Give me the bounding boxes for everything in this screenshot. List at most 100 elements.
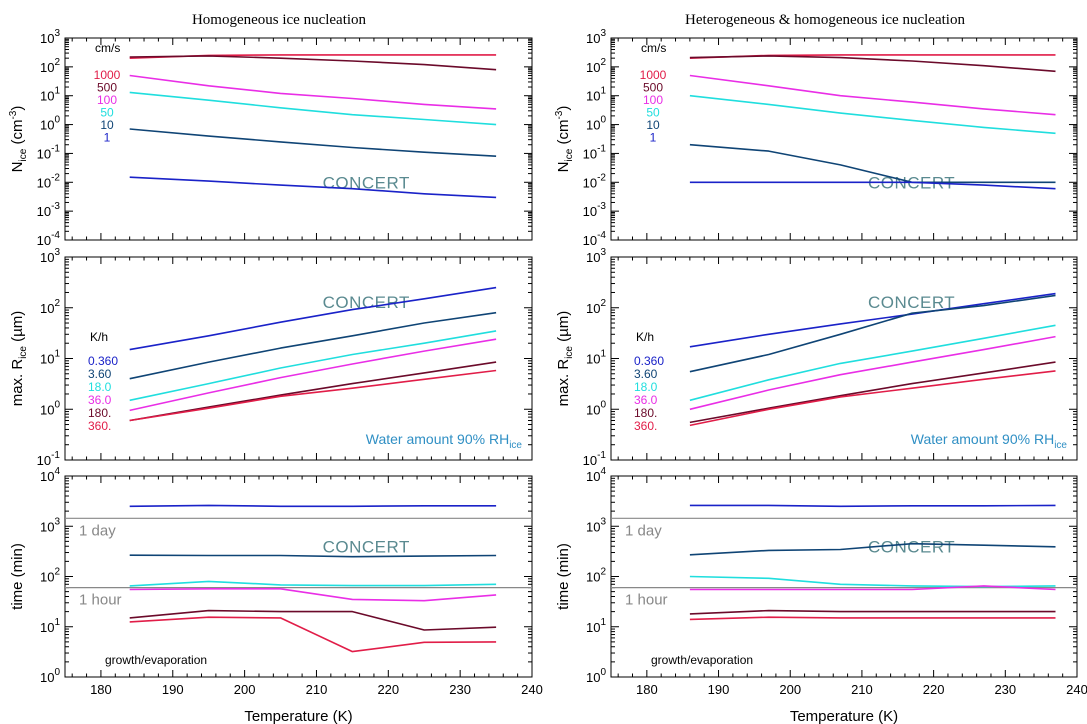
series-line-3_60 — [129, 311, 497, 380]
y-tick-exponent: 1 — [600, 349, 606, 360]
water-amount-label: Water amount 90% RHice — [366, 431, 523, 451]
y-tick-label: 103 — [40, 516, 60, 534]
y-tick-label: 100 — [40, 667, 60, 685]
y-tick-label: 103 — [40, 247, 60, 265]
concert-watermark: CONCERT — [323, 538, 410, 557]
y-tick-exponent: 3 — [54, 247, 60, 258]
concert-watermark: CONCERT — [868, 538, 955, 557]
y-tick-label: 101 — [40, 617, 60, 635]
water-amount-label: Water amount 90% RHice — [911, 431, 1068, 451]
water-amount-sub: ice — [1054, 440, 1067, 451]
y-tick-label: 10-3 — [37, 201, 61, 219]
y-tick-exponent: 3 — [600, 247, 606, 258]
y-tick-exponent: -1 — [51, 143, 60, 154]
y-axis-label-unit: (cm — [9, 120, 26, 149]
y-tick-label: 100 — [586, 399, 606, 417]
legend-item-1: 1 — [104, 131, 111, 145]
y-tick-exponent: 1 — [54, 349, 60, 360]
series-line-0_360 — [689, 292, 1056, 348]
y-tick-label: 102 — [586, 567, 606, 585]
legend-item-36_0: 36.0 — [634, 393, 658, 407]
y-axis-label: Nice (cm-3) — [554, 106, 575, 173]
y-tick-exponent: 3 — [54, 516, 60, 527]
y-tick-label: 100 — [586, 115, 606, 133]
ref-label-hour: 1 hour — [79, 592, 122, 609]
y-tick-label: 103 — [586, 28, 606, 46]
legend-item-3_60: 3.60 — [634, 367, 658, 381]
y-tick-exponent: 0 — [54, 399, 60, 410]
y-axis-label-close: ) — [9, 106, 26, 111]
legend-item-18_0: 18.0 — [634, 380, 658, 394]
series-line-100 — [689, 74, 1056, 116]
legend-item-0_360: 0.360 — [634, 354, 664, 368]
y-tick-exponent: 1 — [600, 617, 606, 628]
legend-item-1: 1 — [650, 131, 657, 145]
legend-item-100: 100 — [97, 93, 117, 107]
y-tick-label: 103 — [40, 28, 60, 46]
legend-item-10: 10 — [100, 118, 114, 132]
y-tick-label: 102 — [40, 298, 60, 316]
y-tick-exponent: -1 — [51, 450, 60, 461]
y-axis-label-sub: ice — [18, 346, 29, 359]
legend-header-kh: K/h — [636, 330, 654, 344]
y-tick-label: 102 — [40, 567, 60, 585]
ref-label-day: 1 day — [625, 522, 662, 539]
legend-item-500: 500 — [643, 81, 663, 95]
y-axis-label: max. Rice (µm) — [555, 311, 575, 407]
y-tick-exponent: -4 — [597, 230, 606, 241]
legend-item-36_0: 36.0 — [88, 393, 112, 407]
ref-label-hour: 1 hour — [625, 592, 668, 609]
y-tick-label: 103 — [586, 247, 606, 265]
y-tick-exponent: 0 — [54, 667, 60, 678]
panel-frame — [610, 37, 1078, 241]
y-tick-label: 100 — [40, 115, 60, 133]
x-axis-label: Temperature (K) — [244, 708, 352, 724]
title-heterogeneous: Heterogeneous & homogeneous ice nucleati… — [685, 12, 965, 28]
concert-watermark: CONCERT — [323, 293, 410, 312]
y-tick-exponent: 1 — [54, 617, 60, 628]
y-axis-label-sub: ice — [18, 148, 29, 161]
y-tick-label: 10-4 — [37, 230, 61, 248]
y-tick-exponent: 3 — [600, 516, 606, 527]
legend-item-500: 500 — [97, 81, 117, 95]
legend-item-10: 10 — [646, 118, 660, 132]
y-axis-label-sub: ice — [564, 148, 575, 161]
y-tick-exponent: -2 — [51, 172, 60, 183]
series-line-18_0 — [129, 330, 497, 402]
panel-frame — [610, 256, 1078, 461]
y-tick-exponent: -1 — [597, 450, 606, 461]
x-tick-label: 200 — [234, 682, 256, 697]
y-axis-label: time (min) — [9, 543, 26, 610]
y-tick-label: 10-2 — [583, 172, 607, 190]
x-tick-label: 230 — [994, 682, 1016, 697]
y-tick-label: 102 — [586, 298, 606, 316]
y-tick-exponent: 2 — [54, 57, 60, 68]
legend-item-100: 100 — [643, 93, 663, 107]
water-amount-sub: ice — [509, 440, 522, 451]
x-axis-label: Temperature (K) — [790, 708, 898, 724]
series-line-1 — [689, 504, 1056, 508]
y-tick-exponent: 0 — [54, 115, 60, 126]
x-tick-label: 240 — [1066, 682, 1087, 697]
y-tick-exponent: -1 — [597, 143, 606, 154]
y-tick-exponent: 4 — [600, 466, 606, 477]
y-axis-label-unit: (µm) — [9, 311, 26, 346]
concert-watermark: CONCERT — [868, 293, 955, 312]
y-tick-label: 101 — [40, 349, 60, 367]
series-line-50 — [129, 580, 497, 587]
growth-evaporation-label: growth/evaporation — [105, 653, 207, 667]
series-line-1 — [689, 181, 1056, 190]
series-line-100 — [129, 587, 497, 602]
x-tick-label: 180 — [636, 682, 658, 697]
legend-header-cms: cm/s — [95, 41, 120, 55]
x-tick-label: 190 — [162, 682, 184, 697]
y-tick-exponent: 4 — [54, 466, 60, 477]
series-line-1 — [129, 504, 497, 508]
y-tick-exponent: -2 — [597, 172, 606, 183]
legend-item-1000: 1000 — [640, 68, 667, 82]
y-tick-exponent: 3 — [600, 28, 606, 39]
y-tick-exponent: -3 — [51, 201, 60, 212]
